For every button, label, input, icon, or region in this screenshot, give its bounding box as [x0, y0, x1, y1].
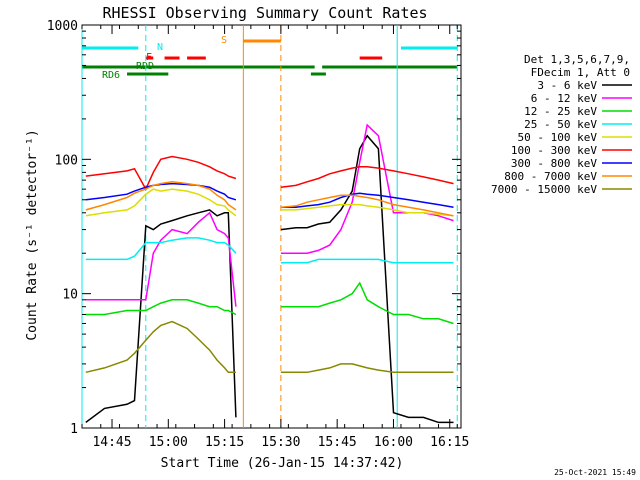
- legend-label-6-12-kev: 6 - 12 keV: [531, 92, 598, 105]
- series-line-late-25-50-kev: [280, 258, 454, 264]
- legend-header-1: Det 1,3,5,6,7,9,: [524, 53, 630, 66]
- plot-frame: [81, 24, 462, 429]
- series-line-300-800-kev: [85, 182, 237, 201]
- series-line-late-300-800-kev: [280, 192, 454, 208]
- legend-label-12-25-kev: 12 - 25 keV: [524, 105, 597, 118]
- series-line-late-3-6-kev: [280, 134, 454, 424]
- x-tick-label: 16:00: [374, 435, 413, 450]
- x-axis-label: Start Time (26-Jan-15 14:37:42): [161, 456, 404, 471]
- flag-label-f: F: [146, 52, 152, 63]
- legend-label-800-7000-kev: 800 - 7000 keV: [504, 170, 597, 183]
- x-tick-label: 15:45: [318, 435, 357, 450]
- legend-label-50-100-kev: 50 - 100 keV: [518, 131, 598, 144]
- x-tick-label: 14:45: [92, 435, 131, 450]
- series-line-6-12-kev: [85, 211, 237, 307]
- series-line-12-25-kev: [85, 299, 237, 316]
- y-tick-label: 1000: [47, 19, 78, 34]
- axes: 1 10 100 1000 14:45 15:00 15:15 15:30 15:45 16:00…: [47, 19, 470, 450]
- series-line-100-300-kev: [85, 155, 237, 191]
- series-line-late-12-25-kev: [280, 281, 454, 325]
- flag-label-rdd: RDD: [136, 61, 154, 72]
- legend-label-25-50-kev: 25 - 50 keV: [524, 118, 597, 131]
- plot-area: [81, 24, 462, 429]
- series-line-25-50-kev: [85, 237, 237, 261]
- series-line-late-7000-15000-kev: [280, 363, 454, 374]
- series-line-late-50-100-kev: [280, 203, 454, 217]
- x-tick-label: 15:00: [149, 435, 188, 450]
- series-line-50-100-kev: [85, 188, 237, 217]
- series-line-late-100-300-kev: [280, 166, 454, 188]
- series-line-800-7000-kev: [85, 181, 237, 211]
- x-tick-label: 15:30: [261, 435, 300, 450]
- flag-label-n: N: [157, 42, 163, 53]
- flag-label-rd6: RD6: [102, 70, 120, 81]
- timestamp: 25-Oct-2021 15:49: [554, 468, 636, 477]
- legend-label-7000-15000-kev: 7000 - 15000 keV: [491, 183, 597, 196]
- legend: Det 1,3,5,6,7,9,FDecim 1, Att 03 - 6 keV…: [491, 53, 632, 196]
- y-tick-label: 100: [55, 153, 78, 168]
- y-axis-label: Count Rate (s⁻¹ detector⁻¹): [25, 129, 40, 340]
- series-line-7000-15000-kev: [85, 320, 236, 374]
- series-line-3-6-kev: [85, 209, 237, 424]
- x-tick-label: 15:15: [205, 435, 244, 450]
- y-tick-label: 1: [70, 422, 78, 437]
- series-line-late-800-7000-kev: [280, 194, 454, 217]
- chart-title: RHESSI Observing Summary Count Rates: [102, 4, 427, 22]
- legend-label-100-300-kev: 100 - 300 keV: [511, 144, 597, 157]
- legend-header-2: FDecim 1, Att 0: [531, 66, 630, 79]
- y-tick-label: 10: [62, 288, 78, 303]
- legend-label-3-6-kev: 3 - 6 keV: [537, 79, 597, 92]
- flag-bars: NF S RDD RD6: [82, 35, 458, 81]
- x-tick-label: 16:15: [430, 435, 469, 450]
- series-layer: [85, 123, 454, 424]
- flag-label-s: S: [221, 35, 227, 46]
- legend-label-300-800-kev: 300 - 800 keV: [511, 157, 597, 170]
